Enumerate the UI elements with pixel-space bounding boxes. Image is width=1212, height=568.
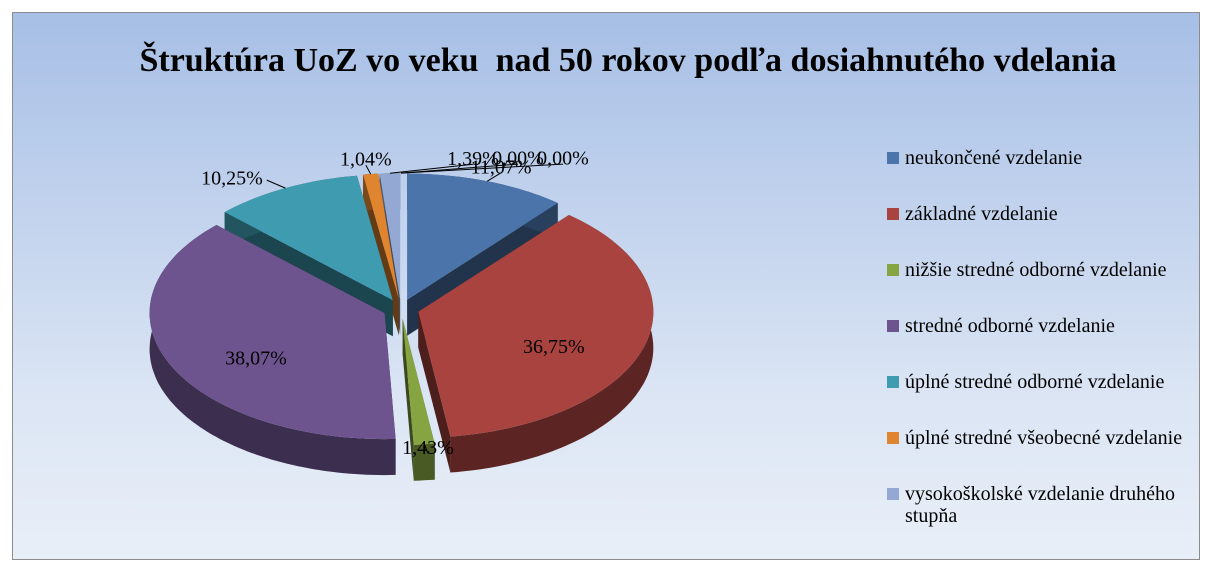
slice [402,318,435,445]
legend-swatch [887,264,899,276]
legend-entry: úplné stredné odborné vzdelanie [887,371,1207,427]
legend-label: stredné odborné vzdelanie [905,315,1115,337]
legend-label: nižšie stredné odborné vzdelanie [905,259,1167,281]
legend-swatch [887,376,899,388]
slice [418,215,654,437]
slice [379,173,401,300]
data-label: 0,00% [492,148,544,170]
data-label: 36,75% [523,336,585,358]
data-label: 1,43% [402,437,454,459]
legend-label: úplné stredné odborné vzdelanie [905,371,1165,393]
chart: 11,07%36,75%1,43%38,07%10,25%1,04%1,39%0… [149,148,654,481]
legend-swatch [887,152,899,164]
slice-wall [413,443,435,481]
data-label: 38,07% [225,348,287,370]
legend-swatch [887,432,899,444]
legend-label: základné vzdelanie [905,203,1058,225]
slice [224,175,393,301]
slice-wall [149,225,396,476]
chart-area: 11,07%36,75%1,43%38,07%10,25%1,04%1,39%0… [12,12,1200,560]
legend-swatch [887,488,899,500]
data-label: 1,39% [447,148,499,170]
leader-line [389,163,474,174]
legend-swatch [887,208,899,220]
chart-title: Štruktúra UoZ vo veku nad 50 rokov podľa… [139,42,1117,79]
leader-line [486,172,502,182]
slice [407,173,558,300]
legend-entry: neukončené vzdelanie [887,147,1207,203]
slice [149,225,396,440]
leader-line [400,163,564,174]
leader-line [423,444,429,454]
leader-line [365,164,372,175]
legend-swatch [887,320,899,332]
legend-label: vysokoškolské vzdelanie druhého stupňa [905,483,1175,527]
leader-line [266,179,286,189]
legend-entry: vysokoškolské vzdelanie druhého stupňa [887,483,1207,539]
data-label: 1,04% [340,149,392,171]
slice-side [402,318,414,481]
slice-tops [149,173,654,445]
data-label: 10,25% [201,168,263,190]
legend-entry: stredné odborné vzdelanie [887,315,1207,371]
slice-wall [450,215,654,473]
legend-entry: nižšie stredné odborné vzdelanie [887,259,1207,315]
legend: neukončené vzdelanie základné vzdelanie ni… [887,147,1207,539]
slice [363,173,399,300]
legend-label: úplné stredné všeobecné vzdelanie [905,427,1183,449]
legend-entry: základné vzdelanie [887,203,1207,259]
data-label: 0,00% [537,148,589,170]
slice-side [418,311,451,473]
legend-entry: úplné stredné všeobecné vzdelanie [887,427,1207,483]
legend-label: neukončené vzdelanie [905,147,1083,169]
